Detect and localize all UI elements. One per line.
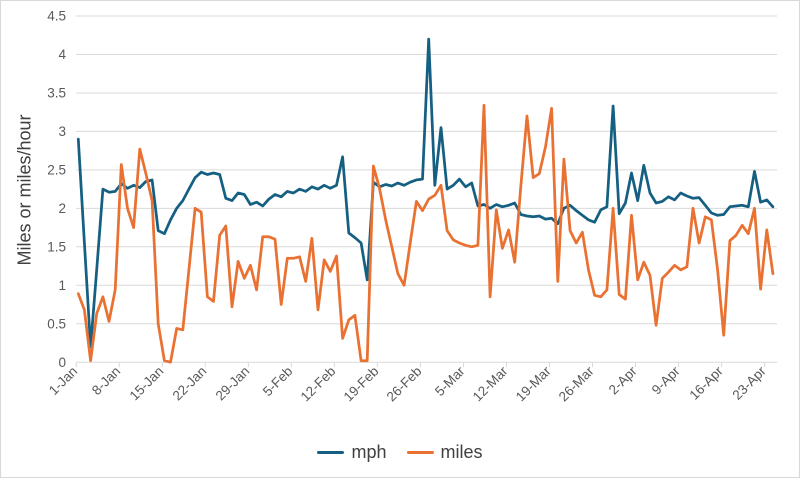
x-axis-tick-label: 16-Apr — [686, 363, 726, 403]
series-line-mph — [76, 37, 775, 349]
x-axis-tick-label: 5-Feb — [260, 364, 296, 400]
y-axis-tick-label: 4.5 — [47, 9, 66, 24]
legend-item-miles: miles — [406, 442, 483, 463]
legend-label: miles — [440, 442, 483, 462]
y-axis-tick-label: 1.5 — [47, 239, 66, 254]
legend: mph miles — [1, 442, 799, 463]
legend-swatch-miles — [406, 450, 434, 455]
x-axis-tick-label: 22-Jan — [170, 364, 210, 404]
y-axis-tick-label: 0.5 — [47, 316, 66, 331]
y-axis-tick-label: 1 — [58, 278, 66, 293]
x-axis-tick-label: 9-Apr — [649, 363, 683, 397]
x-axis-tick-label: 23-Apr — [730, 363, 770, 403]
x-axis-tick-label: 29-Jan — [213, 364, 253, 404]
y-axis-tick-label: 0 — [58, 355, 66, 370]
y-axis-tick-label: 2 — [58, 201, 66, 216]
series-line-miles — [76, 103, 775, 364]
y-axis-title: Miles or miles/hour — [14, 114, 35, 266]
x-axis-tick-label: 19-Feb — [341, 364, 382, 405]
x-axis-tick-label: 12-Feb — [298, 364, 339, 405]
x-axis-tick-label: 26-Feb — [384, 364, 425, 405]
x-axis-tick-label: 26-Mar — [556, 363, 597, 404]
x-axis-tick-label: 15-Jan — [127, 364, 167, 404]
y-axis-tick-label: 4 — [58, 47, 66, 62]
x-axis-tick-label: 5-Mar — [432, 363, 468, 399]
y-axis-tick-label: 2.5 — [47, 162, 66, 177]
legend-label: mph — [351, 442, 387, 462]
x-axis-tick-label: 8-Jan — [89, 364, 123, 398]
y-axis-tick-label: 3 — [58, 124, 66, 139]
x-axis-tick-label: 12-Mar — [470, 363, 511, 404]
legend-item-mph: mph — [317, 442, 387, 463]
x-axis-tick-label: 19-Mar — [513, 363, 554, 404]
y-axis-tick-label: 3.5 — [47, 86, 66, 101]
x-axis-tick-label: 2-Apr — [606, 363, 640, 397]
legend-swatch-mph — [317, 450, 345, 455]
